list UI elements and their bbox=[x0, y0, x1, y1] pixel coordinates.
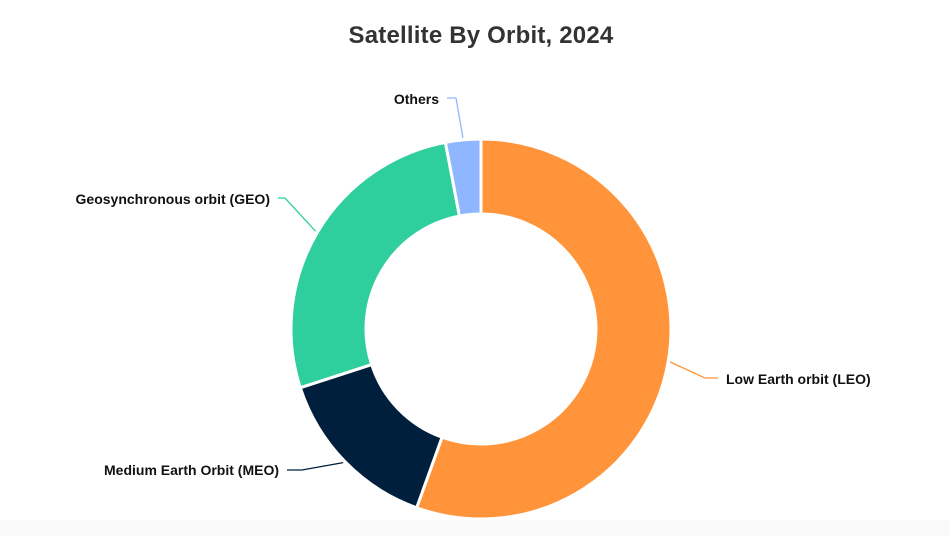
slice-geosynchronous-orbit-geo[interactable] bbox=[289, 140, 461, 390]
slice-low-earth-orbit-leo[interactable] bbox=[415, 137, 673, 521]
leader-line-geosynchronous-orbit-geo bbox=[278, 197, 317, 232]
slice-medium-earth-orbit-meo[interactable] bbox=[298, 363, 444, 510]
chart-title: Satellite By Orbit, 2024 bbox=[348, 22, 614, 49]
slice-label-low-earth-orbit-leo: Low Earth orbit (LEO) bbox=[726, 371, 871, 387]
leader-line-low-earth-orbit-leo bbox=[669, 361, 718, 379]
slice-label-others: Others bbox=[394, 91, 439, 107]
leader-line-others bbox=[447, 97, 464, 138]
slice-others[interactable] bbox=[443, 137, 483, 218]
leader-line-medium-earth-orbit-meo bbox=[287, 461, 344, 471]
slice-label-geosynchronous-orbit-geo: Geosynchronous orbit (GEO) bbox=[76, 191, 270, 207]
slice-label-medium-earth-orbit-meo: Medium Earth Orbit (MEO) bbox=[104, 462, 279, 478]
bottom-band bbox=[0, 520, 950, 536]
